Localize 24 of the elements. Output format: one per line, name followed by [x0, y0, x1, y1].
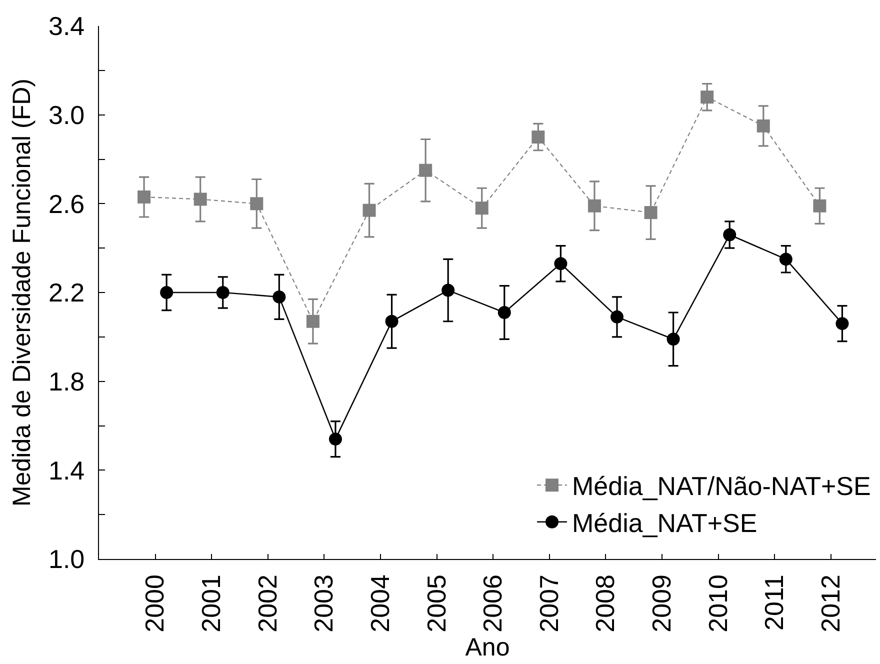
y-tick-label: 1.0 — [48, 544, 85, 574]
x-tick-label: 2009 — [646, 574, 676, 632]
legend-label: Média_NAT+SE — [572, 508, 758, 538]
legend-label: Média_NAT/Não-NAT+SE — [572, 471, 871, 502]
x-tick-label: 2005 — [421, 574, 452, 632]
x-tick-label: 2001 — [196, 574, 226, 632]
y-tick-label: 3.0 — [48, 100, 85, 130]
x-tick-label: 2011 — [759, 574, 790, 630]
y-tick-label: 1.8 — [48, 366, 85, 396]
y-tick-label: 3.4 — [48, 11, 85, 42]
y-axis-title: Medida de Diversidade Funcional (FD) — [8, 78, 36, 506]
x-tick-label: 2003 — [308, 574, 339, 632]
x-tick-label: 2004 — [364, 574, 395, 632]
x-tick-label: 2002 — [252, 574, 282, 632]
x-tick-label: 2000 — [140, 574, 170, 632]
y-tick-label: 2.6 — [48, 188, 85, 219]
x-tick-label: 2008 — [590, 574, 620, 632]
x-tick-label: 2007 — [534, 574, 564, 632]
x-tick-label: 2006 — [478, 574, 508, 632]
x-tick-label: 2012 — [815, 574, 846, 632]
y-tick-label: 1.4 — [48, 455, 85, 486]
x-tick-label: 2010 — [702, 574, 733, 632]
y-tick-label: 2.2 — [48, 278, 85, 308]
x-axis-title: Ano — [465, 633, 510, 662]
